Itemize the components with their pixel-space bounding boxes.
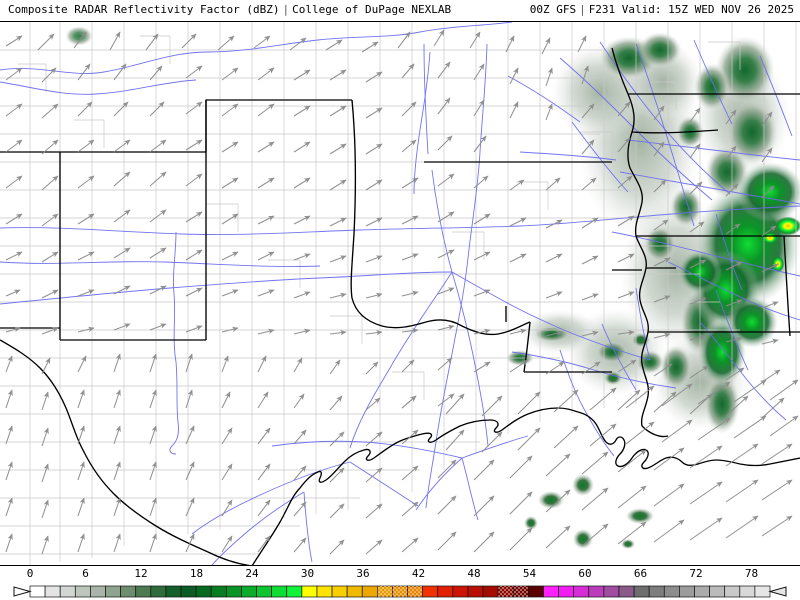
colorbar-segment — [558, 585, 575, 598]
colorbar-segment — [331, 585, 348, 598]
colorbar-segment — [74, 585, 91, 598]
colorbar-segment — [739, 585, 756, 598]
colorbar-tick-30: 30 — [300, 567, 315, 580]
colorbar-segment — [648, 585, 665, 598]
colorbar-segment — [437, 585, 454, 598]
colorbar-segment — [90, 585, 106, 598]
colorbar-tick-72: 72 — [689, 567, 703, 580]
header-separator-1: | — [282, 3, 290, 16]
colorbar-tick-66: 66 — [633, 567, 648, 580]
colorbar-segment-texture — [377, 586, 393, 597]
colorbar-right-arrow — [768, 586, 787, 597]
header-separator-2: | — [579, 3, 586, 16]
colorbar-segment-texture — [513, 586, 529, 597]
colorbar-segment — [679, 585, 695, 598]
colorbar-segment — [195, 585, 212, 598]
colorbar-segment — [59, 585, 76, 598]
colorbar-segment — [573, 585, 590, 598]
header-bar: Composite RADAR Reflectivity Factor (dBZ… — [0, 0, 800, 21]
colorbar-segment — [241, 585, 257, 598]
colorbar-tick-0: 0 — [26, 567, 34, 580]
colorbar-segment — [663, 585, 680, 598]
colorbar-segment — [165, 585, 182, 598]
colorbar-segment — [694, 585, 710, 598]
colorbar-segment — [482, 585, 499, 598]
header-right: 00Z GFS | F231 Valid: 15Z WED NOV 26 2025 — [530, 3, 794, 16]
colorbar-tick-12: 12 — [134, 567, 148, 580]
colorbar-tick-18: 18 — [189, 567, 204, 580]
map-graphics — [0, 22, 800, 565]
colorbar-tick-54: 54 — [522, 567, 537, 580]
colorbar-left-arrow — [13, 586, 32, 597]
colorbar-segment — [286, 585, 303, 598]
colorbar-segment — [422, 585, 439, 598]
colorbar-tick-24: 24 — [245, 567, 259, 580]
header-left: Composite RADAR Reflectivity Factor (dBZ… — [8, 3, 451, 16]
colorbar-swatches — [13, 585, 787, 598]
colorbar-segment — [271, 585, 288, 598]
product-source: College of DuPage NEXLAB — [292, 3, 452, 16]
county-boundaries — [0, 22, 797, 565]
map-canvas[interactable] — [0, 21, 800, 566]
colorbar-segment — [225, 585, 242, 598]
colorbar-tick-labels: 0 6 12 18 24 30 36 42 48 54 60 66 72 78 — [0, 566, 800, 584]
colorbar-segment — [467, 585, 484, 598]
colorbar-segment — [361, 585, 378, 598]
colorbar-tick-36: 36 — [356, 567, 370, 580]
colorbar-segment — [346, 585, 363, 598]
colorbar-segment — [44, 585, 61, 598]
colorbar-segment — [709, 585, 726, 598]
colorbar-segment — [754, 585, 771, 598]
model-run-label: 00Z GFS — [529, 3, 577, 16]
colorbar-segment — [105, 585, 121, 598]
colorbar-segment — [180, 585, 197, 598]
wind-vector-field — [5, 29, 799, 555]
product-title: Composite RADAR Reflectivity Factor (dBZ… — [8, 3, 280, 16]
colorbar: 0 6 12 18 24 30 36 42 48 54 60 66 72 78 — [0, 566, 800, 600]
colorbar-segment — [210, 585, 227, 598]
colorbar-segment — [528, 585, 544, 598]
colorbar-tick-60: 60 — [578, 567, 592, 580]
colorbar-segment — [543, 585, 559, 598]
colorbar-segment — [120, 585, 137, 598]
colorbar-segment — [316, 585, 333, 598]
colorbar-segment — [633, 585, 650, 598]
colorbar-tick-6: 6 — [82, 567, 89, 580]
colorbar-segment-texture — [407, 586, 423, 597]
colorbar-segment — [588, 585, 605, 598]
colorbar-tick-42: 42 — [411, 567, 426, 580]
colorbar-tick-78: 78 — [744, 567, 759, 580]
colorbar-segment-texture — [392, 586, 408, 597]
colorbar-segment — [452, 585, 469, 598]
colorbar-segment — [724, 585, 741, 598]
colorbar-segment-texture — [498, 586, 514, 597]
colorbar-segment — [603, 585, 620, 598]
forecast-valid-label: F231 Valid: 15Z WED NOV 26 2025 — [588, 3, 794, 16]
colorbar-tick-48: 48 — [467, 567, 481, 580]
colorbar-segment — [618, 585, 635, 598]
hydrography-and-roads — [0, 22, 800, 565]
colorbar-segment — [29, 585, 46, 598]
colorbar-segment — [301, 585, 318, 598]
colorbar-segment — [256, 585, 272, 598]
colorbar-segment — [135, 585, 152, 598]
colorbar-segment — [150, 585, 167, 598]
